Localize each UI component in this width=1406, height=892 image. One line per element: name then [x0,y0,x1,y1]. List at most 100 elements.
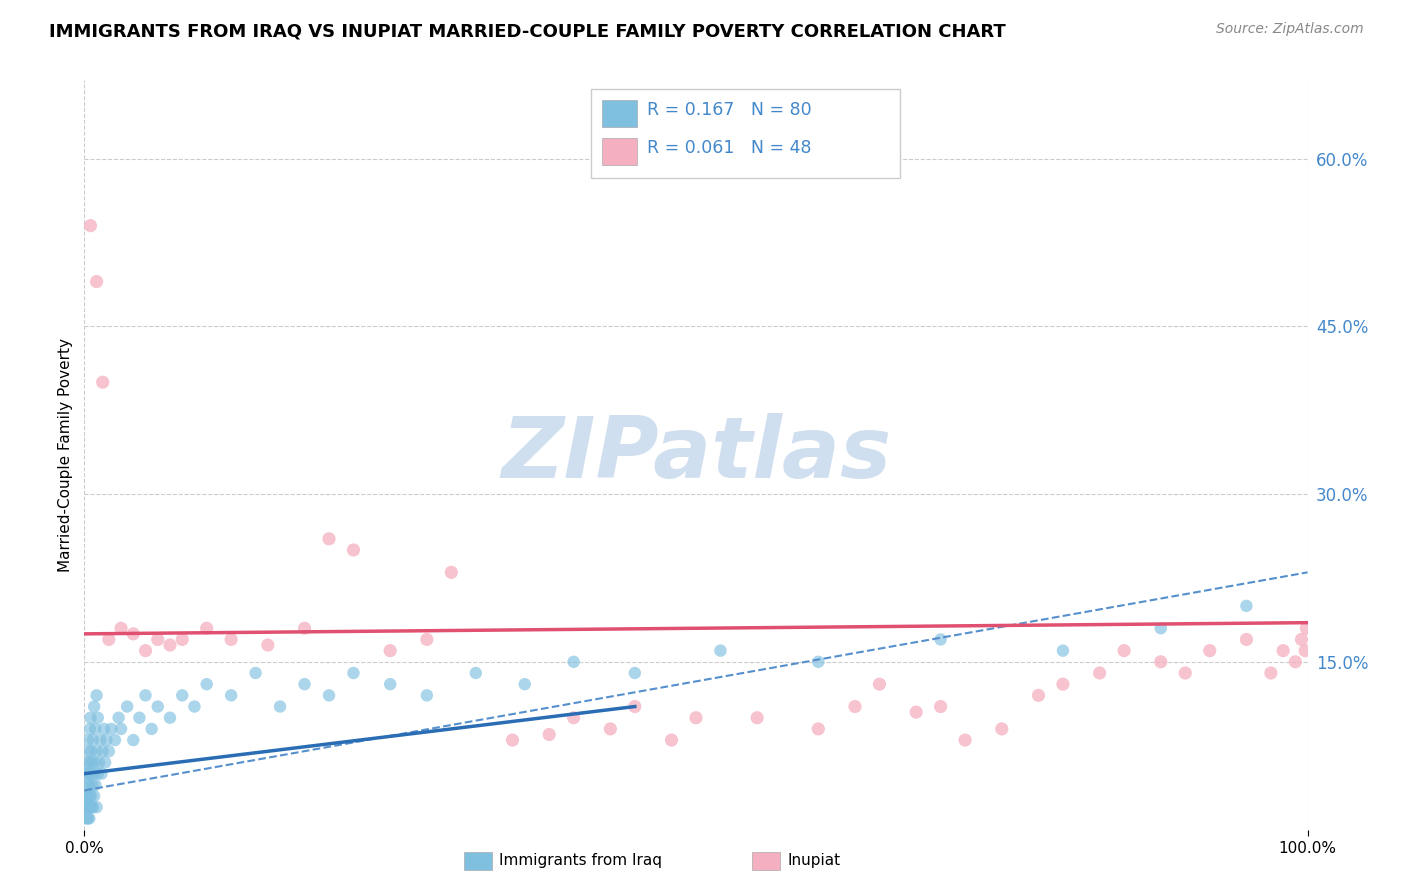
Point [79,766,101,780]
Point [869,677,891,691]
Point [1284,655,1306,669]
Point [709,643,731,657]
Point [122,627,145,641]
Text: IMMIGRANTS FROM IRAQ VS INUPIAT MARRIED-COUPLE FAMILY POVERTY CORRELATION CHART: IMMIGRANTS FROM IRAQ VS INUPIAT MARRIED-… [49,22,1005,40]
Point [219,632,242,647]
Point [1260,665,1282,680]
Point [807,722,830,736]
Point [76,789,98,803]
Point [562,711,585,725]
Point [159,711,181,725]
Point [91,744,114,758]
Point [76,756,98,770]
Point [661,733,683,747]
Point [97,632,120,647]
Point [75,766,97,780]
Point [747,711,769,725]
Point [80,744,103,758]
Point [83,766,105,780]
Point [269,699,291,714]
Text: R = 0.061   N = 48: R = 0.061 N = 48 [647,139,811,157]
Point [76,800,98,814]
Point [84,778,107,792]
Point [513,677,536,691]
Point [146,699,169,714]
Point [1150,621,1173,635]
Point [77,811,100,825]
Point [342,665,364,680]
Point [183,699,205,714]
Point [122,733,145,747]
Point [159,638,181,652]
Point [1088,665,1111,680]
Point [380,677,402,691]
Point [77,811,100,825]
Point [1114,643,1136,657]
Point [562,655,585,669]
Point [195,677,218,691]
Point [87,711,110,725]
Point [219,689,242,703]
Point [83,756,105,770]
Point [82,733,104,747]
Point [77,744,100,758]
Point [1294,643,1316,657]
Point [107,711,129,725]
Text: R = 0.167   N = 80: R = 0.167 N = 80 [647,101,811,119]
Point [96,733,118,747]
Point [624,665,647,680]
Point [100,722,122,736]
Point [91,376,114,390]
Point [991,722,1014,736]
Point [128,711,150,725]
Point [135,689,157,703]
Point [905,705,928,719]
Point [104,733,127,747]
Point [416,632,439,647]
Point [77,756,100,770]
Point [195,621,218,635]
Point [146,632,169,647]
Text: Inupiat: Inupiat [787,854,841,868]
Point [83,699,105,714]
Point [1198,643,1220,657]
Point [172,632,194,647]
Point [502,733,524,747]
Point [87,766,110,780]
Point [440,566,463,580]
Point [1150,655,1173,669]
Point [1236,632,1258,647]
Point [844,699,866,714]
Point [82,800,104,814]
Y-axis label: Married-Couple Family Poverty: Married-Couple Family Poverty [58,338,73,572]
Point [97,744,120,758]
Text: ZIPatlas: ZIPatlas [501,413,891,497]
Point [77,778,100,792]
Point [257,638,280,652]
Point [80,756,103,770]
Point [86,800,108,814]
Point [84,722,107,736]
Point [79,789,101,803]
Point [79,800,101,814]
Point [464,665,486,680]
Point [1291,632,1313,647]
Point [110,621,132,635]
Text: Source: ZipAtlas.com: Source: ZipAtlas.com [1216,22,1364,37]
Point [294,621,316,635]
Point [79,219,101,233]
Point [294,677,316,691]
Point [807,655,830,669]
Point [110,722,132,736]
Point [89,733,111,747]
Point [80,800,103,814]
Point [624,699,647,714]
Point [1052,677,1074,691]
Point [76,811,98,825]
Point [77,800,100,814]
Point [538,727,561,741]
Point [416,689,439,703]
Point [86,275,108,289]
Point [380,643,402,657]
Point [115,699,138,714]
